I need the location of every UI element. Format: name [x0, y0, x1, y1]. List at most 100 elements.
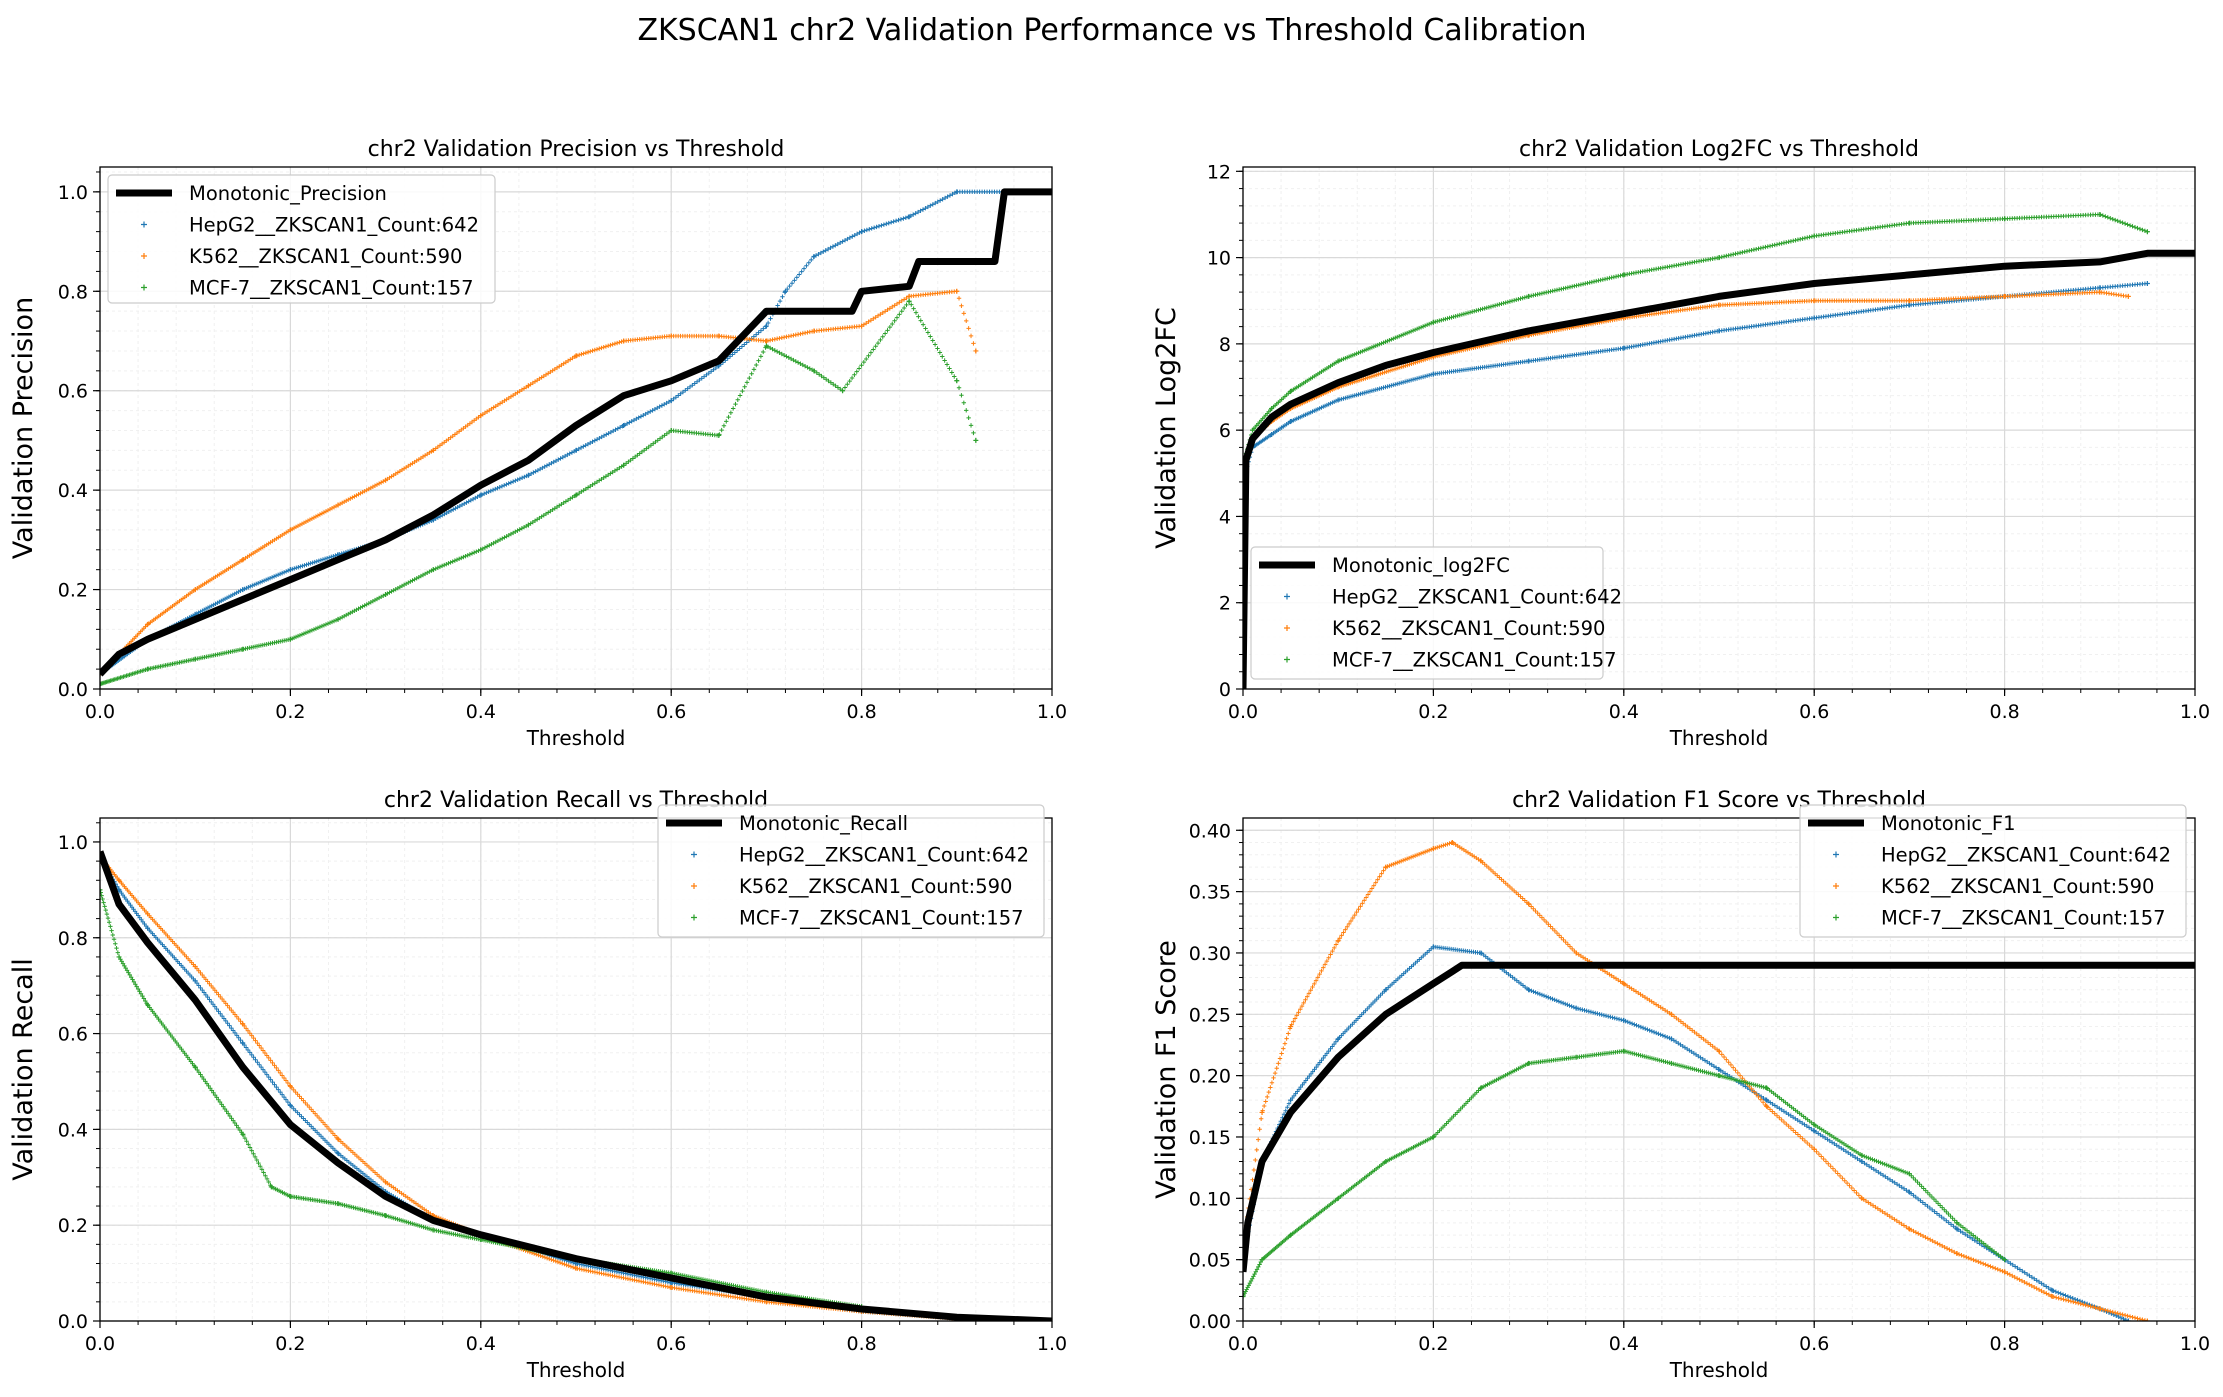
data-point: [1740, 1082, 1746, 1088]
data-point: [940, 197, 945, 202]
data-point: [854, 369, 859, 374]
data-point: [1920, 1200, 1926, 1205]
data-point: [1713, 1065, 1719, 1070]
data-point: [966, 326, 971, 331]
data-point: [1310, 1069, 1315, 1074]
data-point: [1319, 968, 1324, 974]
data-point: [940, 354, 945, 359]
data-point: [1930, 1207, 1935, 1213]
data-point: [606, 431, 611, 436]
data-point: [1607, 275, 1612, 281]
data-point: [881, 222, 887, 227]
data-point: [890, 321, 895, 327]
legend-marker-swatch: [1284, 593, 1290, 600]
data-point: [313, 626, 319, 631]
data-point: [913, 310, 919, 315]
data-point: [2100, 213, 2106, 218]
data-point: [1398, 333, 1404, 338]
data-point: [904, 302, 909, 308]
data-point: [1410, 377, 1416, 382]
data-point: [1453, 314, 1458, 319]
data-point: [631, 417, 637, 423]
data-point: [444, 561, 449, 567]
data-point: [1588, 1009, 1594, 1015]
data-point: [272, 1082, 277, 1087]
x-tick-label: 0.2: [1418, 701, 1448, 723]
data-point: [973, 437, 979, 443]
data-point: [263, 577, 269, 583]
data-point: [2132, 225, 2138, 230]
data-point: [1658, 1032, 1663, 1037]
data-point: [1465, 310, 1471, 316]
data-point: [925, 204, 931, 210]
data-point: [1408, 329, 1414, 334]
x-tick-label: 1.0: [1037, 701, 1067, 723]
data-point: [726, 414, 731, 420]
data-point: [2110, 216, 2115, 222]
data-point: [236, 1016, 241, 1022]
data-point: [911, 306, 916, 311]
data-point: [1445, 316, 1450, 321]
data-point: [305, 629, 311, 635]
data-point: [1397, 381, 1402, 386]
data-point: [225, 1021, 230, 1026]
data-point: [452, 558, 458, 563]
data-point: [1797, 1119, 1803, 1124]
data-point: [1932, 1209, 1937, 1214]
data-point: [262, 1069, 268, 1075]
data-point: [1700, 1056, 1705, 1062]
data-point: [1937, 1213, 1942, 1218]
data-point: [2008, 1261, 2013, 1266]
series-layer: [1243, 211, 2195, 689]
data-point: [734, 348, 740, 353]
data-point: [1822, 1135, 1828, 1141]
data-point: [935, 346, 940, 351]
data-point: [110, 932, 116, 938]
data-point: [192, 587, 198, 593]
data-point: [274, 1084, 279, 1090]
data-point: [638, 414, 644, 419]
data-point: [1772, 242, 1777, 248]
data-point: [1836, 1144, 1842, 1150]
data-point: [1272, 1070, 1278, 1076]
data-point: [236, 1125, 241, 1130]
data-point: [1424, 322, 1430, 328]
data-point: [1897, 1183, 1902, 1188]
y-tick-label: 0.4: [58, 1119, 88, 1141]
data-point: [942, 358, 947, 363]
data-point: [840, 239, 845, 244]
data-point: [833, 383, 838, 389]
data-point: [809, 257, 814, 263]
data-point: [650, 408, 655, 413]
data-point: [2065, 1294, 2071, 1299]
data-point: [1758, 245, 1764, 251]
data-point: [644, 446, 649, 451]
data-point: [242, 1135, 248, 1141]
data-point: [240, 587, 246, 593]
data-point: [1560, 1000, 1566, 1006]
data-point: [652, 406, 658, 412]
data-point: [238, 1037, 243, 1043]
data-point: [1843, 1149, 1849, 1154]
data-point: [315, 625, 321, 630]
data-point: [884, 221, 889, 227]
data-point: [1422, 374, 1428, 379]
data-point: [847, 378, 852, 384]
data-point: [1271, 1075, 1276, 1081]
data-point: [878, 312, 883, 317]
data-point: [937, 350, 943, 355]
data-point: [525, 522, 531, 528]
data-point: [779, 351, 784, 357]
data-point: [887, 324, 893, 330]
data-point: [303, 630, 309, 635]
data-point: [583, 486, 589, 492]
data-point: [2070, 1296, 2075, 1301]
data-point: [1328, 1046, 1333, 1051]
data-point: [217, 1099, 223, 1105]
data-point: [1944, 1218, 1949, 1223]
data-point: [145, 925, 151, 931]
data-point: [2058, 1291, 2063, 1296]
data-point: [102, 904, 107, 909]
data-point: [599, 476, 604, 482]
